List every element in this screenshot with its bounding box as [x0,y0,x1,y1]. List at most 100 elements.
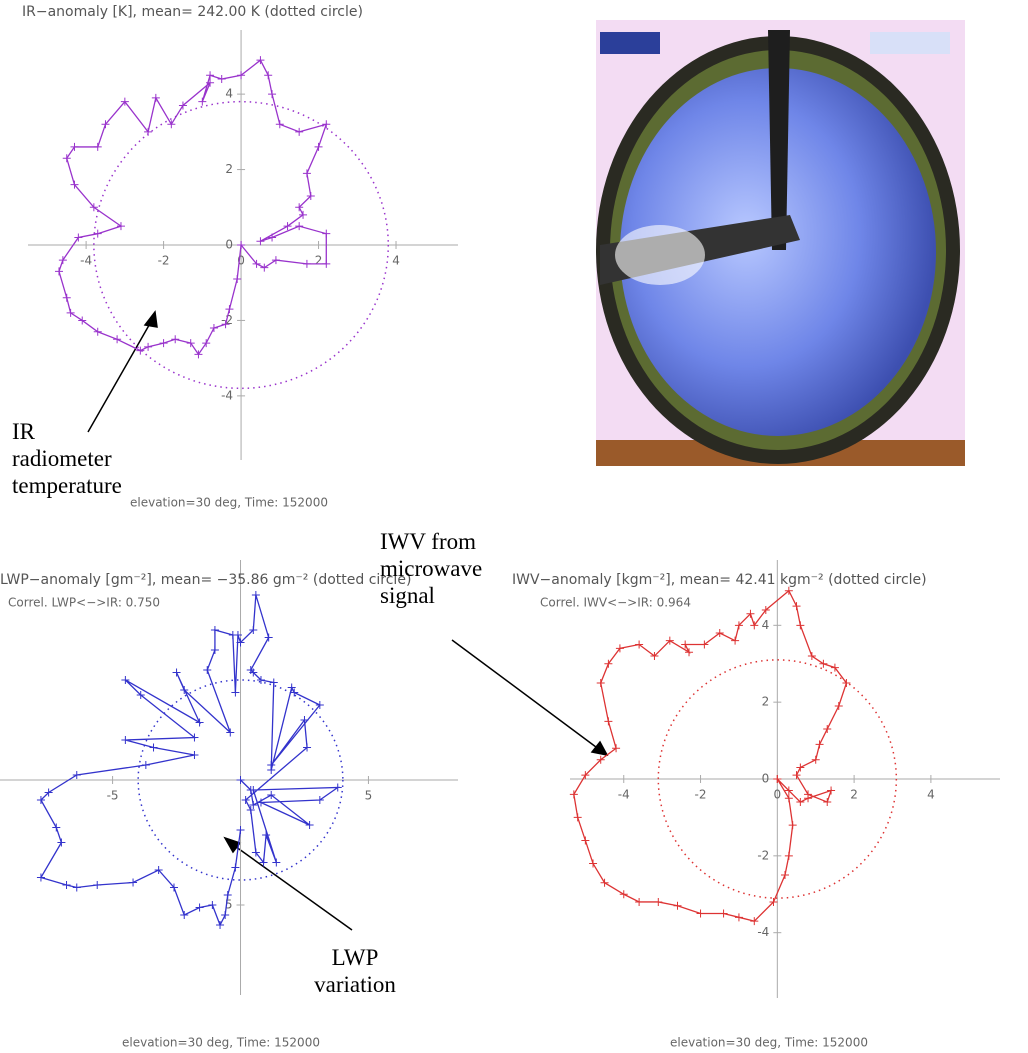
mean-circle [657,659,898,899]
data-point [120,97,129,106]
data-point [210,626,219,634]
data-point [167,120,176,129]
data-point [635,640,644,649]
data-point [271,256,280,265]
data-point [314,142,323,151]
data-point [78,316,87,325]
data-point [72,771,81,779]
data-point [70,180,79,189]
data-point [272,858,281,867]
data-point [62,154,71,163]
data-point [223,891,232,899]
data-point [769,897,778,906]
data-point [275,120,284,129]
data-point [696,909,705,918]
data-point [251,848,260,857]
data-point [194,350,203,359]
data-point [612,744,621,753]
data-point [144,342,153,351]
data-point [830,663,839,672]
data-point [259,858,268,867]
y-tick-label: -4 [221,388,233,402]
data-point [750,917,759,926]
data-line [58,59,328,356]
data-point [681,640,690,649]
data-point [129,878,138,887]
data-point [804,790,813,799]
data-point [93,142,102,151]
data-point [180,911,189,919]
data-point [249,626,258,634]
data-point [236,826,245,834]
y-tick-label: 0 [225,238,233,252]
data-point [256,56,265,65]
data-point [322,120,331,129]
annotation: IWV from microwave signal [380,529,483,608]
data-point [180,686,189,694]
x-tick-label: 0 [774,788,782,802]
data-point [198,97,207,106]
data-point [149,743,158,752]
data-point [792,771,801,780]
data-point [93,881,102,889]
data-point [186,339,195,348]
data-point [784,586,793,595]
data-point [206,78,215,87]
data-point [260,263,269,272]
x-tick-label: -4 [80,254,92,268]
data-point [74,233,83,242]
data-point [62,293,71,302]
data-point [731,636,740,645]
data-point [596,755,605,764]
data-point [116,222,125,231]
chart-title: IWV−anomaly [kgm⁻²], mean= 42.41 kgm⁻² (… [512,572,927,588]
data-point [256,798,265,807]
data-point [267,766,276,774]
x-tick-label: -4 [618,788,630,802]
y-tick-label: 4 [225,87,233,101]
data-point [178,101,187,110]
data-point [815,740,824,749]
data-point [136,691,145,699]
data-point [796,763,805,772]
data-point [581,836,590,845]
data-point [154,866,163,874]
caption: elevation=30 deg, Time: 152000 [670,1036,868,1050]
data-point [781,871,789,880]
x-tick-label: 0 [237,254,245,268]
data-point [295,127,304,136]
data-point [290,688,299,697]
data-point [305,821,314,829]
correlation-note: Correl. LWP<−>IR: 0.750 [8,596,160,610]
data-point [237,241,246,249]
data-point [136,346,145,355]
data-point [823,725,832,734]
data-point [604,659,613,668]
data-point [216,921,225,929]
data-point [159,339,168,348]
x-tick-label: -2 [695,788,707,802]
data-point [761,605,770,614]
data-point [252,259,261,268]
data-point [746,609,755,618]
mean-circle [93,100,390,390]
data-point [784,851,793,860]
data-point [62,881,71,889]
data-point [233,274,242,283]
data-point [236,776,245,784]
data-point [750,621,759,630]
data-point [299,210,308,219]
data-point [209,323,218,332]
x-tick-label: -5 [107,789,119,803]
data-point [237,71,246,80]
annotation: IR radiometer temperature [12,419,122,498]
chart-title: LWP−anomaly [gm⁻²], mean= −35.86 gm⁻² (d… [0,572,411,588]
data-line [573,589,848,922]
data-point [773,775,782,783]
data-point [89,203,98,212]
x-tick-label: 5 [365,789,373,803]
data-point [202,339,211,348]
data-point [36,873,45,882]
